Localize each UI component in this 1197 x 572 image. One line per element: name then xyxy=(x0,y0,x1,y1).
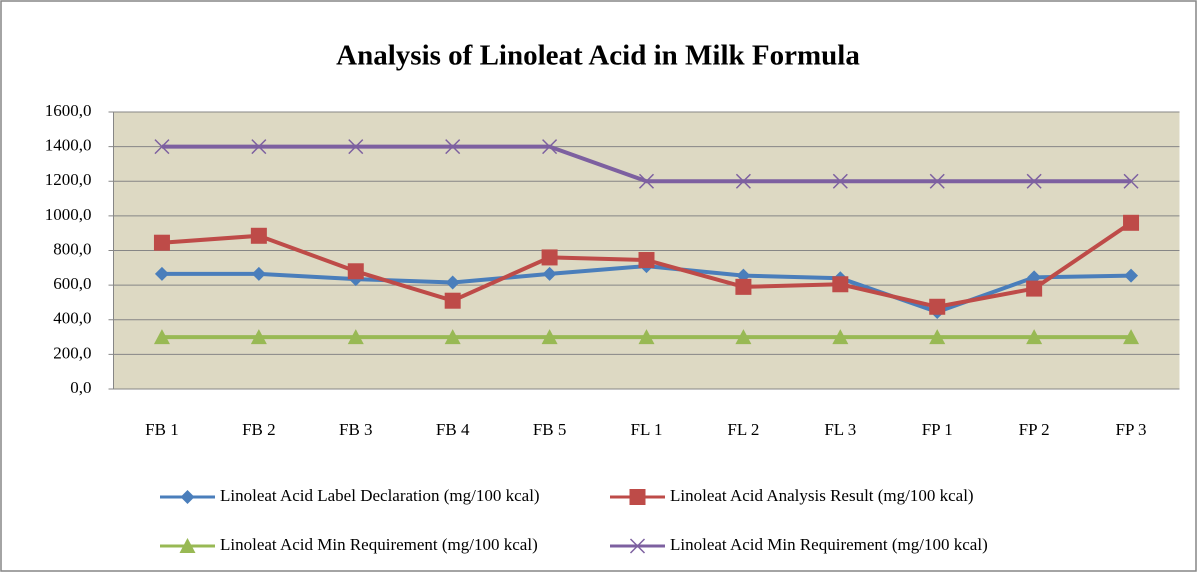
y-tick-label: 1200,0 xyxy=(45,170,92,189)
x-tick-label: FP 1 xyxy=(922,420,953,439)
y-tick-label: 0,0 xyxy=(70,378,91,397)
marker xyxy=(153,234,170,251)
marker xyxy=(832,329,849,345)
marker xyxy=(541,329,558,345)
marker xyxy=(929,298,946,315)
legend-label: Linoleat Acid Min Requirement (mg/100 kc… xyxy=(670,535,988,554)
marker xyxy=(1026,329,1043,345)
y-tick-label: 1400,0 xyxy=(45,136,92,155)
marker xyxy=(735,278,752,295)
x-tick-label: FB 1 xyxy=(145,420,179,439)
x-tick-label: FL 1 xyxy=(631,420,663,439)
marker xyxy=(541,249,558,266)
marker xyxy=(154,139,170,155)
x-tick-label: FB 4 xyxy=(436,420,470,439)
marker xyxy=(444,292,461,309)
marker xyxy=(542,139,558,155)
marker xyxy=(638,173,655,189)
marker xyxy=(179,538,196,553)
y-tick-label: 400,0 xyxy=(53,309,91,328)
marker xyxy=(1026,280,1043,297)
marker xyxy=(1124,268,1139,283)
marker xyxy=(735,173,751,189)
marker xyxy=(1123,173,1139,189)
marker xyxy=(1026,173,1042,189)
y-tick-label: 1600,0 xyxy=(45,101,92,120)
x-tick-label: FB 5 xyxy=(533,420,567,439)
marker xyxy=(251,139,267,155)
marker xyxy=(347,263,364,280)
marker xyxy=(542,266,557,281)
marker xyxy=(929,173,945,189)
x-tick-label: FL 2 xyxy=(727,420,759,439)
marker xyxy=(1123,329,1140,345)
marker xyxy=(180,490,195,504)
marker xyxy=(445,275,460,290)
x-tick-label: FB 3 xyxy=(339,420,373,439)
marker xyxy=(832,173,848,189)
marker xyxy=(251,266,266,281)
y-tick-label: 600,0 xyxy=(53,274,91,293)
legend-label: Linoleat Acid Analysis Result (mg/100 kc… xyxy=(670,486,974,505)
marker xyxy=(832,276,849,293)
marker xyxy=(735,329,752,345)
marker xyxy=(153,329,170,345)
marker xyxy=(250,227,267,244)
marker xyxy=(347,329,364,345)
y-tick-label: 800,0 xyxy=(53,239,91,258)
x-tick-label: FP 3 xyxy=(1116,420,1147,439)
marker xyxy=(1123,214,1140,231)
x-tick-label: FP 2 xyxy=(1019,420,1050,439)
marker xyxy=(629,538,646,554)
y-tick-label: 200,0 xyxy=(53,343,91,362)
x-tick-label: FL 3 xyxy=(824,420,856,439)
legend-label: Linoleat Acid Min Requirement (mg/100 kc… xyxy=(220,535,538,554)
marker xyxy=(444,329,461,345)
chart-title: Analysis of Linoleat Acid in Milk Formul… xyxy=(336,40,860,72)
marker xyxy=(629,489,646,505)
y-tick-label: 1000,0 xyxy=(45,205,92,224)
marker xyxy=(638,252,655,269)
marker xyxy=(929,329,946,345)
x-tick-label: FB 2 xyxy=(242,420,276,439)
marker xyxy=(445,139,461,155)
marker xyxy=(250,329,267,345)
legend-label: Linoleat Acid Label Declaration (mg/100 … xyxy=(220,486,540,505)
marker xyxy=(348,139,364,155)
marker xyxy=(154,266,169,281)
marker xyxy=(638,329,655,345)
